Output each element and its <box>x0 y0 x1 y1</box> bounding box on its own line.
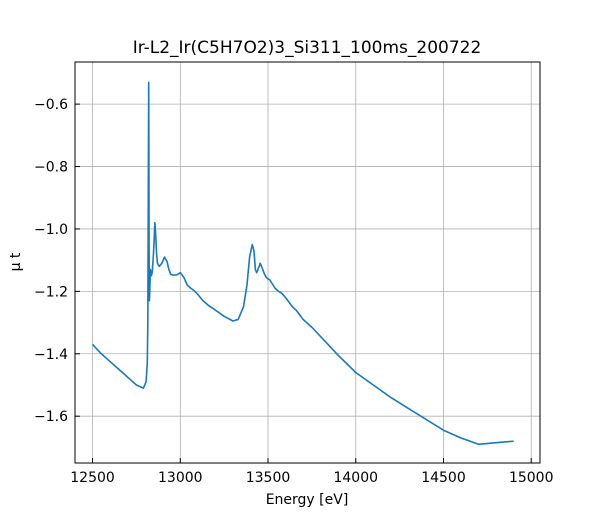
x-tick-label: 12500 <box>70 470 115 486</box>
x-tick-label: 13500 <box>246 470 291 486</box>
grid <box>75 62 540 463</box>
chart-title: Ir-L2_Ir(C5H7O2)3_Si311_100ms_200722 <box>133 38 482 58</box>
series-line <box>91 81 514 446</box>
y-tick-label: −0.8 <box>34 160 68 176</box>
x-tick-label: 15000 <box>509 470 554 486</box>
y-tick-label: −1.0 <box>34 222 68 238</box>
y-tick-label: −1.4 <box>34 347 68 363</box>
x-tick-label: 13000 <box>158 470 203 486</box>
y-tick-label: −1.2 <box>34 284 68 300</box>
x-axis-label: Energy [eV] <box>266 492 349 508</box>
x-tick-label: 14000 <box>333 470 378 486</box>
y-tick-label: −0.6 <box>34 97 68 113</box>
x-axis: 12500 13000 13500 14000 14500 15000 <box>70 458 553 486</box>
y-axis: −0.6 −0.8 −1.0 −1.2 −1.4 −1.6 <box>34 97 80 425</box>
plot-frame <box>74 61 541 464</box>
y-tick-label: −1.6 <box>34 409 68 425</box>
series-layer <box>91 81 514 446</box>
x-tick-label: 14500 <box>421 470 466 486</box>
y-axis-label: μ t <box>8 252 24 271</box>
